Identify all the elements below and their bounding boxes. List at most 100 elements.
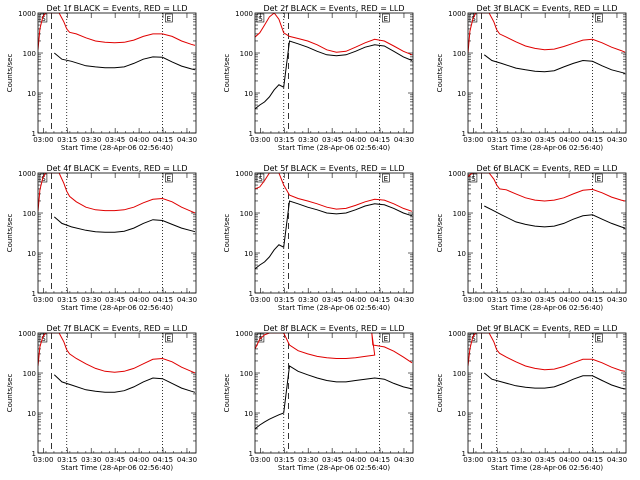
x-tick-label: 03:30 bbox=[298, 456, 318, 464]
plot-frame bbox=[254, 332, 414, 454]
marker-box bbox=[595, 13, 603, 23]
series-group bbox=[468, 173, 626, 229]
series-line-lld bbox=[38, 333, 196, 374]
panel-title: Det 7f BLACK = Events, RED = LLD bbox=[46, 324, 187, 333]
y-axis-label: Counts/sec bbox=[223, 214, 231, 253]
y-tick-label: 100 bbox=[23, 210, 36, 218]
x-tick-label: 04:15 bbox=[583, 456, 603, 464]
y-tick-label: 1000 bbox=[235, 330, 253, 338]
x-tick-label: 03:15 bbox=[57, 456, 77, 464]
plot-frame bbox=[467, 12, 627, 134]
series-line-lld bbox=[38, 173, 196, 214]
series-group bbox=[255, 173, 413, 270]
x-axis-label: Start Time (28-Apr-06 02:56:40) bbox=[278, 144, 390, 152]
series-group bbox=[255, 13, 413, 110]
marker-box bbox=[39, 333, 48, 343]
x-tick-label: 03:15 bbox=[274, 136, 294, 144]
plot-frame bbox=[254, 12, 414, 134]
series-line-lld bbox=[468, 13, 626, 54]
panel-title: Det 9f BLACK = Events, RED = LLD bbox=[476, 324, 617, 333]
x-tick-label: 04:30 bbox=[394, 136, 414, 144]
marker-label-e: E bbox=[384, 175, 388, 183]
x-tick-label: 04:15 bbox=[370, 456, 390, 464]
marker-label-s: S bbox=[41, 175, 46, 183]
series-group bbox=[255, 333, 413, 430]
x-tick-label: 04:15 bbox=[153, 296, 173, 304]
marker-box bbox=[595, 333, 603, 343]
series-line-events bbox=[255, 200, 413, 270]
x-tick-label: 04:00 bbox=[129, 296, 149, 304]
plot-frame bbox=[37, 172, 197, 294]
series-line-lld bbox=[255, 333, 413, 364]
series-line-events bbox=[255, 40, 413, 110]
marker-box bbox=[382, 333, 390, 343]
series-group bbox=[38, 333, 196, 393]
series-line-events bbox=[483, 372, 626, 390]
series-line-events bbox=[484, 54, 626, 74]
x-tick-label: 03:15 bbox=[274, 456, 294, 464]
x-tick-label: 03:00 bbox=[250, 456, 270, 464]
y-axis-label: Counts/sec bbox=[6, 54, 14, 93]
y-tick-label: 1000 bbox=[448, 10, 466, 18]
x-tick-label: 03:45 bbox=[535, 296, 555, 304]
x-tick-label: 03:00 bbox=[463, 136, 483, 144]
marker-box bbox=[39, 13, 48, 23]
series-line-lld bbox=[255, 13, 413, 56]
marker-label-s: S bbox=[471, 175, 476, 183]
marker-label-e: E bbox=[167, 335, 171, 343]
panel-det-7: Det 7f BLACK = Events, RED = LLD 1 10 100 10… bbox=[6, 324, 197, 472]
y-tick-label: 1000 bbox=[448, 170, 466, 178]
panel-title: Det 3f BLACK = Events, RED = LLD bbox=[476, 4, 617, 13]
x-tick-label: 03:45 bbox=[105, 296, 125, 304]
marker-label-s: S bbox=[471, 15, 476, 23]
x-tick-label: 04:15 bbox=[370, 136, 390, 144]
x-tick-label: 04:00 bbox=[346, 296, 366, 304]
x-tick-label: 04:15 bbox=[153, 136, 173, 144]
y-tick-label: 1 bbox=[462, 450, 466, 458]
x-tick-label: 03:15 bbox=[487, 456, 507, 464]
panel-title: Det 2f BLACK = Events, RED = LLD bbox=[263, 4, 404, 13]
marker-label-e: E bbox=[384, 335, 388, 343]
marker-box bbox=[469, 13, 478, 23]
x-tick-label: 04:30 bbox=[607, 456, 627, 464]
y-tick-label: 10 bbox=[244, 90, 253, 98]
x-tick-label: 03:30 bbox=[511, 296, 531, 304]
marker-box bbox=[256, 173, 265, 183]
marker-box bbox=[382, 13, 390, 23]
y-axis-label: Counts/sec bbox=[436, 54, 444, 93]
y-tick-label: 1 bbox=[249, 290, 253, 298]
panel-title: Det 6f BLACK = Events, RED = LLD bbox=[476, 164, 617, 173]
x-tick-label: 04:30 bbox=[177, 136, 197, 144]
series-line-events bbox=[484, 205, 626, 229]
x-tick-label: 04:00 bbox=[559, 296, 579, 304]
series-group bbox=[468, 333, 626, 390]
plot-frame bbox=[37, 12, 197, 134]
y-tick-label: 10 bbox=[244, 410, 253, 418]
x-tick-label: 04:00 bbox=[346, 456, 366, 464]
marker-box bbox=[469, 173, 478, 183]
x-tick-label: 04:15 bbox=[153, 456, 173, 464]
series-line-lld bbox=[255, 173, 413, 212]
panel-det-2: Det 2f BLACK = Events, RED = LLD 1 10 100 10… bbox=[223, 4, 414, 152]
panel-det-3: Det 3f BLACK = Events, RED = LLD 1 10 100 10… bbox=[436, 4, 627, 152]
plot-frame bbox=[467, 172, 627, 294]
x-tick-label: 03:15 bbox=[57, 136, 77, 144]
panel-det-6: Det 6f BLACK = Events, RED = LLD 1 10 100 10… bbox=[436, 164, 627, 312]
y-axis-label: Counts/sec bbox=[223, 54, 231, 93]
y-tick-label: 1000 bbox=[18, 170, 36, 178]
marker-label-e: E bbox=[384, 15, 388, 23]
y-tick-label: 100 bbox=[453, 210, 466, 218]
x-tick-label: 03:30 bbox=[511, 136, 531, 144]
panel-title: Det 4f BLACK = Events, RED = LLD bbox=[46, 164, 187, 173]
series-line-events bbox=[53, 52, 196, 71]
x-tick-label: 03:00 bbox=[463, 296, 483, 304]
y-tick-label: 1 bbox=[462, 290, 466, 298]
y-tick-label: 100 bbox=[453, 50, 466, 58]
x-tick-label: 04:00 bbox=[129, 136, 149, 144]
x-tick-label: 04:15 bbox=[583, 136, 603, 144]
marker-label-s: S bbox=[471, 335, 476, 343]
marker-box bbox=[469, 333, 478, 343]
x-axis-label: Start Time (28-Apr-06 02:56:40) bbox=[491, 464, 603, 472]
y-tick-label: 1 bbox=[249, 130, 253, 138]
